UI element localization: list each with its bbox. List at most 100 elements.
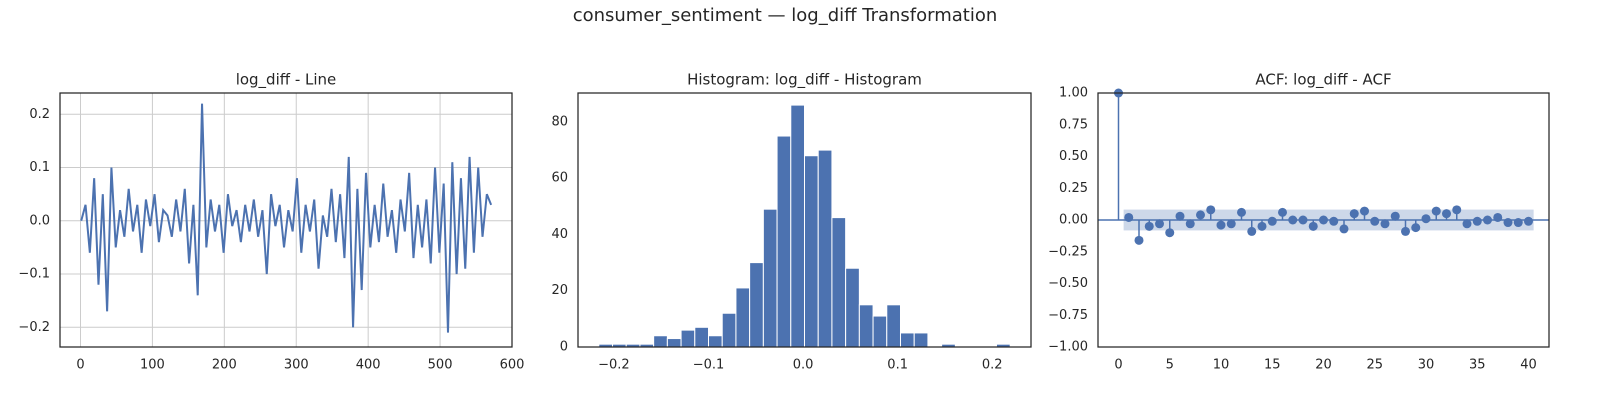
histogram-bar [721, 312, 737, 348]
acf-marker [1329, 216, 1339, 226]
acf-marker [1155, 219, 1164, 229]
x-tick-label: 10 [1213, 358, 1230, 373]
histogram-bar [694, 326, 710, 348]
axes-frame [577, 92, 1032, 348]
acf-marker [1411, 223, 1421, 233]
x-tick-label: 15 [1264, 358, 1281, 373]
x-tick-label: 0.1 [887, 358, 908, 373]
acf-marker [1319, 215, 1328, 225]
acf-marker [1124, 212, 1134, 222]
y-tick-label: 0.75 [1059, 117, 1088, 132]
acf-marker [1349, 209, 1359, 219]
acf-marker [1390, 211, 1400, 221]
y-tick-label: 60 [551, 171, 568, 186]
y-tick-label: 0.1 [29, 160, 50, 175]
y-tick-label: −0.2 [18, 320, 50, 335]
acf-marker [1278, 207, 1287, 217]
acf-marker [1144, 221, 1154, 231]
series-line [80, 103, 493, 333]
y-tick-label: 0.0 [29, 213, 50, 228]
panel-title: Histogram: log_diff - Histogram [687, 71, 922, 90]
x-tick-label: 30 [1418, 358, 1435, 373]
x-tick-label: 40 [1520, 358, 1537, 373]
axes-frame [59, 92, 513, 348]
y-tick-label: 40 [551, 227, 568, 242]
acf-marker [1380, 219, 1390, 229]
x-tick-label: 100 [140, 358, 165, 373]
acf-marker [1165, 228, 1175, 238]
acf-marker [1247, 226, 1257, 236]
axes-frame [1097, 92, 1550, 348]
acf-marker [1257, 221, 1267, 231]
x-tick-label: 35 [1469, 358, 1486, 373]
x-tick-label: 25 [1366, 358, 1383, 373]
acf-marker [1431, 206, 1441, 216]
acf-marker [1298, 215, 1308, 225]
histogram-bar [886, 304, 901, 348]
acf-marker [1185, 219, 1195, 229]
acf-marker [1524, 216, 1533, 226]
histogram-bar [899, 332, 915, 348]
x-tick-label: 20 [1315, 358, 1332, 373]
histogram-bar [666, 338, 682, 348]
acf-marker [1370, 216, 1380, 226]
acf-marker [1360, 206, 1369, 216]
acf-marker [1206, 205, 1216, 215]
panel-title: log_diff - Line [236, 71, 337, 90]
histogram-bar [680, 329, 696, 348]
histogram-bar [858, 304, 874, 348]
acf-marker [1462, 219, 1472, 229]
acf-marker [1442, 209, 1451, 219]
y-tick-label: −1.00 [1048, 340, 1088, 355]
acf-marker [1134, 235, 1144, 245]
x-tick-label: 0 [1114, 358, 1122, 373]
figure-title: consumer_sentiment — log_diff Transforma… [573, 5, 998, 26]
y-tick-label: 0 [560, 340, 568, 355]
acf-marker [1452, 205, 1462, 215]
x-tick-label: 0.2 [982, 358, 1003, 373]
histogram-bar [790, 104, 805, 348]
acf-marker [1503, 218, 1513, 228]
acf-marker [1237, 207, 1246, 217]
histogram-bar [804, 155, 819, 348]
acf-marker [1216, 220, 1226, 230]
y-tick-label: −0.50 [1048, 276, 1088, 291]
y-tick-label: 20 [551, 283, 568, 298]
acf-marker [1513, 218, 1523, 228]
y-tick-label: −0.25 [1048, 244, 1088, 259]
panel-title: ACF: log_diff - ACF [1255, 71, 1391, 90]
histogram-bar [653, 335, 668, 348]
acf-marker [1267, 216, 1277, 226]
y-tick-label: 0.50 [1059, 149, 1088, 164]
acf-marker [1288, 215, 1298, 225]
y-tick-label: 0.00 [1059, 213, 1088, 228]
acf-marker [1493, 212, 1503, 222]
histogram-bar [735, 287, 751, 348]
histogram-bar [872, 315, 888, 348]
x-tick-label: 300 [284, 358, 309, 373]
histogram-bar [762, 208, 778, 348]
histogram-bar [845, 267, 860, 348]
x-tick-label: 600 [500, 358, 525, 373]
x-tick-label: 0.0 [793, 358, 814, 373]
histogram-bar [831, 217, 847, 348]
histogram-bar [749, 262, 764, 348]
y-tick-label: −0.75 [1048, 308, 1088, 323]
acf-marker [1175, 211, 1185, 221]
acf-marker [1421, 214, 1431, 224]
y-tick-label: 0.2 [29, 107, 50, 122]
acf-marker [1483, 215, 1492, 225]
acf-marker [1339, 224, 1349, 234]
x-tick-label: −0.1 [693, 358, 725, 373]
x-tick-label: 0 [76, 358, 84, 373]
x-tick-label: 400 [356, 358, 381, 373]
y-tick-label: 0.25 [1059, 181, 1088, 196]
acf-marker [1472, 216, 1482, 226]
histogram-bar [817, 149, 833, 348]
x-tick-label: 500 [428, 358, 453, 373]
histogram-bar [708, 335, 723, 348]
acf-marker [1308, 221, 1318, 231]
x-tick-label: 5 [1166, 358, 1174, 373]
histogram-bar [913, 332, 929, 348]
